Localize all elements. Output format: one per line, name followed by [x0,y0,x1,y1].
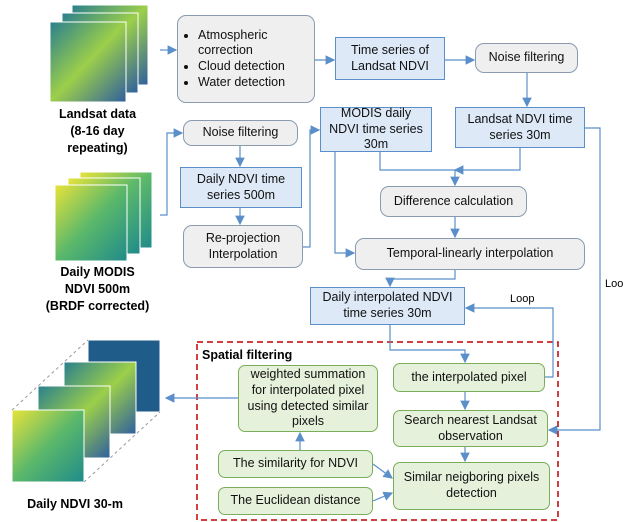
diagram: Landsat data(8-16 day repeating) Daily M… [0,0,623,522]
bullet: Atmospheric correction [198,28,310,59]
process-node: Daily interpolated NDVI time series 30m [310,287,465,325]
landsat-image [50,5,148,102]
preprocessing-box: Atmospheric correctionCloud detectionWat… [177,15,315,103]
process-node: Difference calculation [380,186,527,217]
loop-label: Loo [605,278,623,290]
output-image [12,340,160,482]
process-node: Similar neigboring pixels detection [393,462,550,510]
process-node: weighted summation for interpolated pixe… [238,365,378,432]
process-node: The Euclidean distance [218,487,373,515]
landsat-caption: Landsat data(8-16 day repeating) [40,106,155,157]
bullet: Water detection [198,75,310,91]
process-node: Time series of Landsat NDVI [335,37,445,80]
process-node: Noise filtering [475,43,578,73]
process-node: Noise filtering [183,120,298,146]
process-node: MODIS daily NDVI time series 30m [320,107,432,152]
process-node: Search nearest Landsat observation [393,410,548,447]
process-node: Landsat NDVI time series 30m [455,107,585,148]
bullet: Cloud detection [198,59,310,75]
modis-image [55,172,152,261]
group-title: Spatial filtering [202,347,292,364]
output-caption: Daily NDVI 30-m [10,496,140,513]
process-node: Temporal-linearly interpolation [355,238,585,270]
process-node: Daily NDVI time series 500m [180,167,302,208]
loop-label: Loop [510,293,534,305]
process-node: The similarity for NDVI [218,450,373,478]
process-node: the interpolated pixel [393,363,545,392]
process-node: Re-projection Interpolation [183,225,303,268]
